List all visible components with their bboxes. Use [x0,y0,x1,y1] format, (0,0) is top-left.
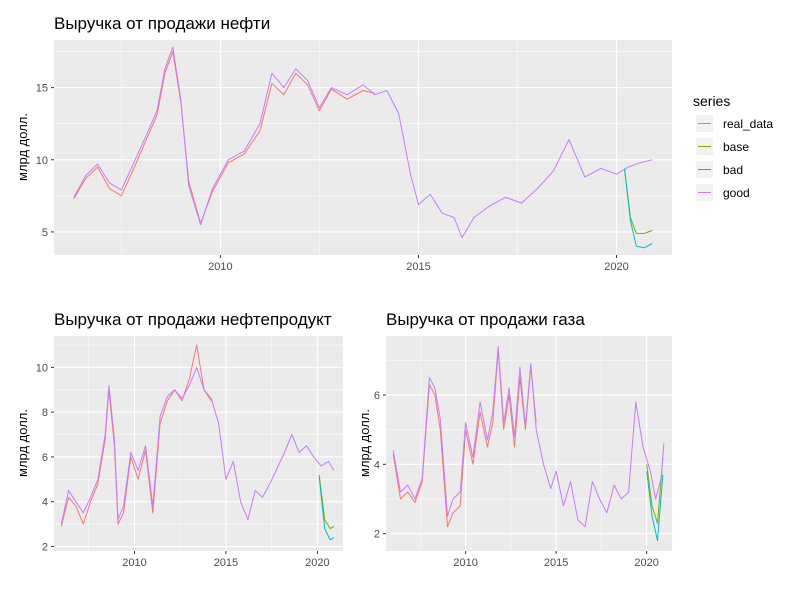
series-line-good [60,366,335,525]
x-tick-label: 2010 [122,557,146,569]
y-tick-label: 4 [42,497,48,509]
legend-entry-label: bad [723,163,743,177]
legend-entry-label: real_data [723,117,773,131]
y-tick-label: 10 [36,155,48,167]
plot-background [54,336,343,551]
series-line-real-data [392,349,537,528]
y-axis-label: млрд долл. [357,409,372,477]
y-tick-label: 15 [36,83,48,95]
series-line-bad [646,471,664,542]
y-tick-label: 2 [42,542,48,554]
series-line-good [392,345,665,528]
y-tick-label: 6 [374,390,380,402]
y-tick-label: 2 [374,529,380,541]
y-tick-label: 6 [42,452,48,464]
y-tick-label: 4 [374,459,380,471]
legend-title: series [693,93,730,109]
chart-title: Выручка от продажи нефтепродукт [54,310,332,329]
x-tick-label: 2015 [544,557,568,569]
y-axis-label: млрд долл. [15,113,30,181]
y-tick-label: 10 [36,362,48,374]
y-tick-label: 5 [42,227,48,239]
gas-revenue-chart: Выручка от продажи газа млрд долл. 2010 2… [357,310,672,569]
x-tick-label: 2010 [208,261,232,273]
y-axis-label: млрд долл. [15,409,30,477]
series-line-bad [318,477,335,541]
series-line-good [73,46,653,239]
legend-entry-label: base [723,140,749,154]
legend-entry-label: good [723,186,750,200]
x-tick-label: 2010 [453,557,477,569]
oil-products-revenue-chart: Выручка от продажи нефтепродукт млрд дол… [15,310,343,569]
oil-revenue-chart: Выручка от продажи нефти млрд долл. 2010… [15,14,672,273]
chart-title: Выручка от продажи газа [386,310,585,329]
x-tick-label: 2015 [214,557,238,569]
y-tick-label: 8 [42,407,48,419]
x-tick-label: 2020 [604,261,628,273]
series-line-base [318,474,335,530]
x-tick-label: 2020 [634,557,658,569]
plot-background [54,40,672,255]
x-tick-label: 2020 [305,557,329,569]
plot-background [386,336,672,551]
x-tick-label: 2015 [406,261,430,273]
chart-title: Выручка от продажи нефти [54,14,270,33]
series-line-bad [624,168,653,249]
series-line-base [646,457,664,524]
